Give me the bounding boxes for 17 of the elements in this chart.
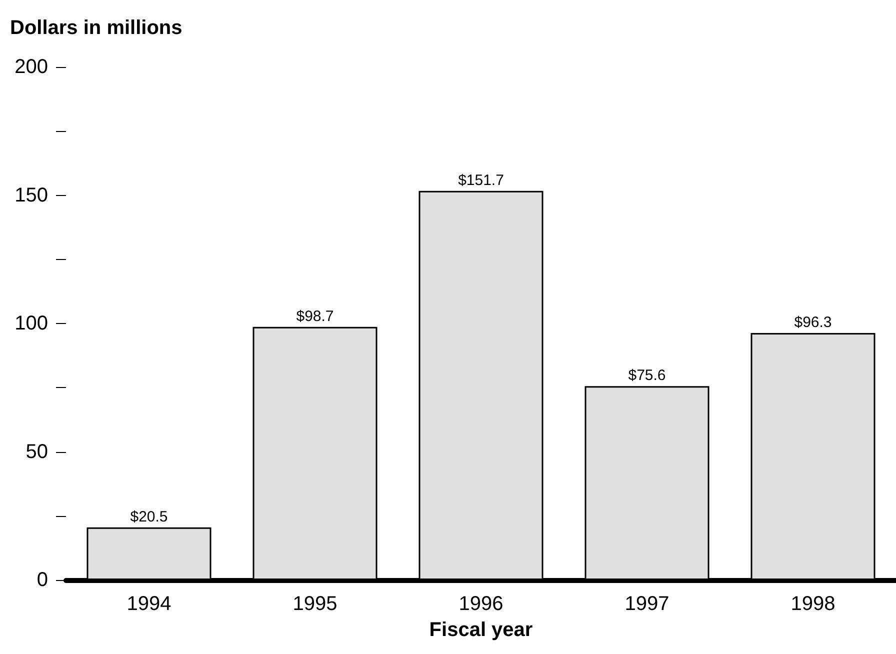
- y-axis-title: Dollars in millions: [10, 17, 182, 39]
- y-tick-label: 0: [36, 569, 48, 591]
- x-tick-label: 1996: [458, 593, 504, 615]
- y-tick-label: 100: [14, 312, 48, 334]
- data-label: $151.7: [458, 172, 504, 189]
- x-tick-label: 1994: [126, 593, 172, 615]
- y-tick-label: 200: [14, 56, 48, 78]
- data-label: $98.7: [296, 308, 334, 325]
- x-axis-title: Fiscal year: [429, 619, 533, 641]
- data-label: $96.3: [794, 314, 832, 331]
- x-tick-label: 1997: [624, 593, 670, 615]
- x-tick-label: 1998: [790, 593, 836, 615]
- x-tick-label: 1995: [292, 593, 338, 615]
- y-tick-label: 50: [26, 440, 48, 463]
- data-label: $20.5: [130, 508, 168, 526]
- data-label: $75.6: [628, 367, 666, 384]
- y-tick-label: 150: [14, 184, 48, 206]
